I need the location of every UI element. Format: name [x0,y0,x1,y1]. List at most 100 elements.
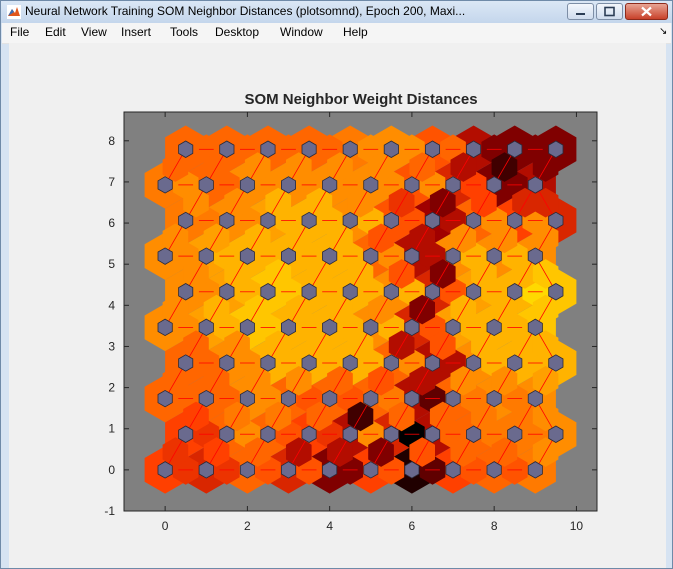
neighbor-link [331,437,349,467]
neighbor-link [331,366,349,396]
neuron-marker [548,211,564,230]
title-bar[interactable]: Neural Network Training SOM Neighbor Dis… [1,1,672,23]
neighbor-link [495,223,514,253]
neighbor-link [372,437,390,467]
neuron-marker [383,425,399,443]
neighbor-link [475,188,493,218]
neighbor-link [537,188,555,218]
neuron-marker [445,461,461,479]
neighbor-link [351,330,370,360]
neuron-marker [404,247,420,265]
neuron-marker [301,140,317,158]
neuron-marker [178,140,194,158]
neuron-marker [424,283,441,301]
dock-arrow-icon[interactable]: ↘ [659,26,668,37]
neighbor-link [434,259,452,289]
neighbor-link [166,437,184,467]
figure-area: SOM Neighbor Weight Distances 0 2 4 6 8 10 -1 0… [9,43,666,568]
neighbor-link [187,330,205,360]
neuron-marker [342,211,358,230]
neighbor-link [454,152,472,182]
menu-window[interactable]: Window [280,25,323,39]
neuron-marker [466,211,482,230]
minimize-button[interactable] [567,3,594,20]
neighbor-link [413,295,431,324]
neuron-marker [157,461,173,479]
neighbor-link [516,402,534,431]
neuron-marker [301,354,317,372]
x-tick-label: 8 [491,519,498,533]
menu-tools[interactable]: Tools [170,25,199,39]
neighbor-link [413,366,431,396]
menu-desktop[interactable]: Desktop [215,25,260,39]
menu-file[interactable]: File [10,25,30,39]
neighbor-link [413,437,431,467]
neighbor-link [249,366,267,396]
menu-view[interactable]: View [81,25,107,39]
neuron-marker [548,354,564,372]
neuron-marker [260,211,276,230]
neuron-marker [383,283,399,301]
neighbor-link [228,188,246,218]
neighbor-link [269,401,287,431]
maximize-icon [604,6,615,17]
neighbor-link [434,330,452,360]
neuron-marker [301,283,317,301]
neighbor-link [166,223,184,253]
neuron-marker [383,140,399,158]
neighbor-link [537,223,555,253]
neuron-marker [383,354,399,372]
neighbor-link [331,223,349,253]
neighbor-link [290,152,308,182]
neuron-marker [445,318,461,337]
neuron-marker [404,318,420,337]
neuron-marker [157,176,173,194]
neuron-marker [507,354,523,372]
neuron-marker [260,140,276,158]
neuron-marker [486,461,502,479]
neighbor-link [495,437,514,467]
neighbor-link [269,188,287,218]
neighbor-link [249,223,267,253]
menu-help[interactable]: Help [343,25,368,39]
neuron-marker [466,140,482,158]
x-tick-label: 10 [570,519,584,533]
maximize-button[interactable] [596,3,623,20]
neuron-marker [507,211,523,230]
x-tick-label: 4 [326,519,333,533]
neuron-marker [527,318,543,337]
menu-bar: File Edit View Insert Tools Desktop Wind… [2,23,671,44]
neighbor-link [413,223,431,253]
neuron-marker [342,283,358,301]
neuron-marker [363,176,379,194]
y-tick-label: 5 [108,257,115,271]
neighbor-link [166,366,184,396]
neighbor-link [207,366,226,396]
neuron-marker [527,247,543,265]
neighbor-link [290,437,308,467]
neighbor-link [166,295,184,324]
chart-title: SOM Neighbor Weight Distances [244,91,477,108]
neuron-marker [260,283,276,301]
neighbor-link [393,401,411,431]
x-tick-label: 0 [162,519,169,533]
menu-insert[interactable]: Insert [121,25,152,39]
neuron-marker [445,176,461,194]
minimize-icon [576,13,585,15]
neuron-marker [239,176,255,194]
neuron-marker [363,461,379,479]
neighbor-link [351,259,370,289]
menu-edit[interactable]: Edit [45,25,66,39]
neighbor-link [372,152,390,182]
neighbor-link [454,437,472,467]
neuron-marker [466,354,482,372]
neuron-marker [239,318,255,337]
neuron-marker [363,247,379,265]
y-tick-label: 2 [108,381,115,395]
neighbor-link [475,402,493,431]
neighbor-link [372,295,390,325]
close-button[interactable] [625,3,668,20]
neighbor-link [537,330,555,360]
x-tick-label: 6 [409,519,416,533]
neighbor-link [454,366,472,396]
